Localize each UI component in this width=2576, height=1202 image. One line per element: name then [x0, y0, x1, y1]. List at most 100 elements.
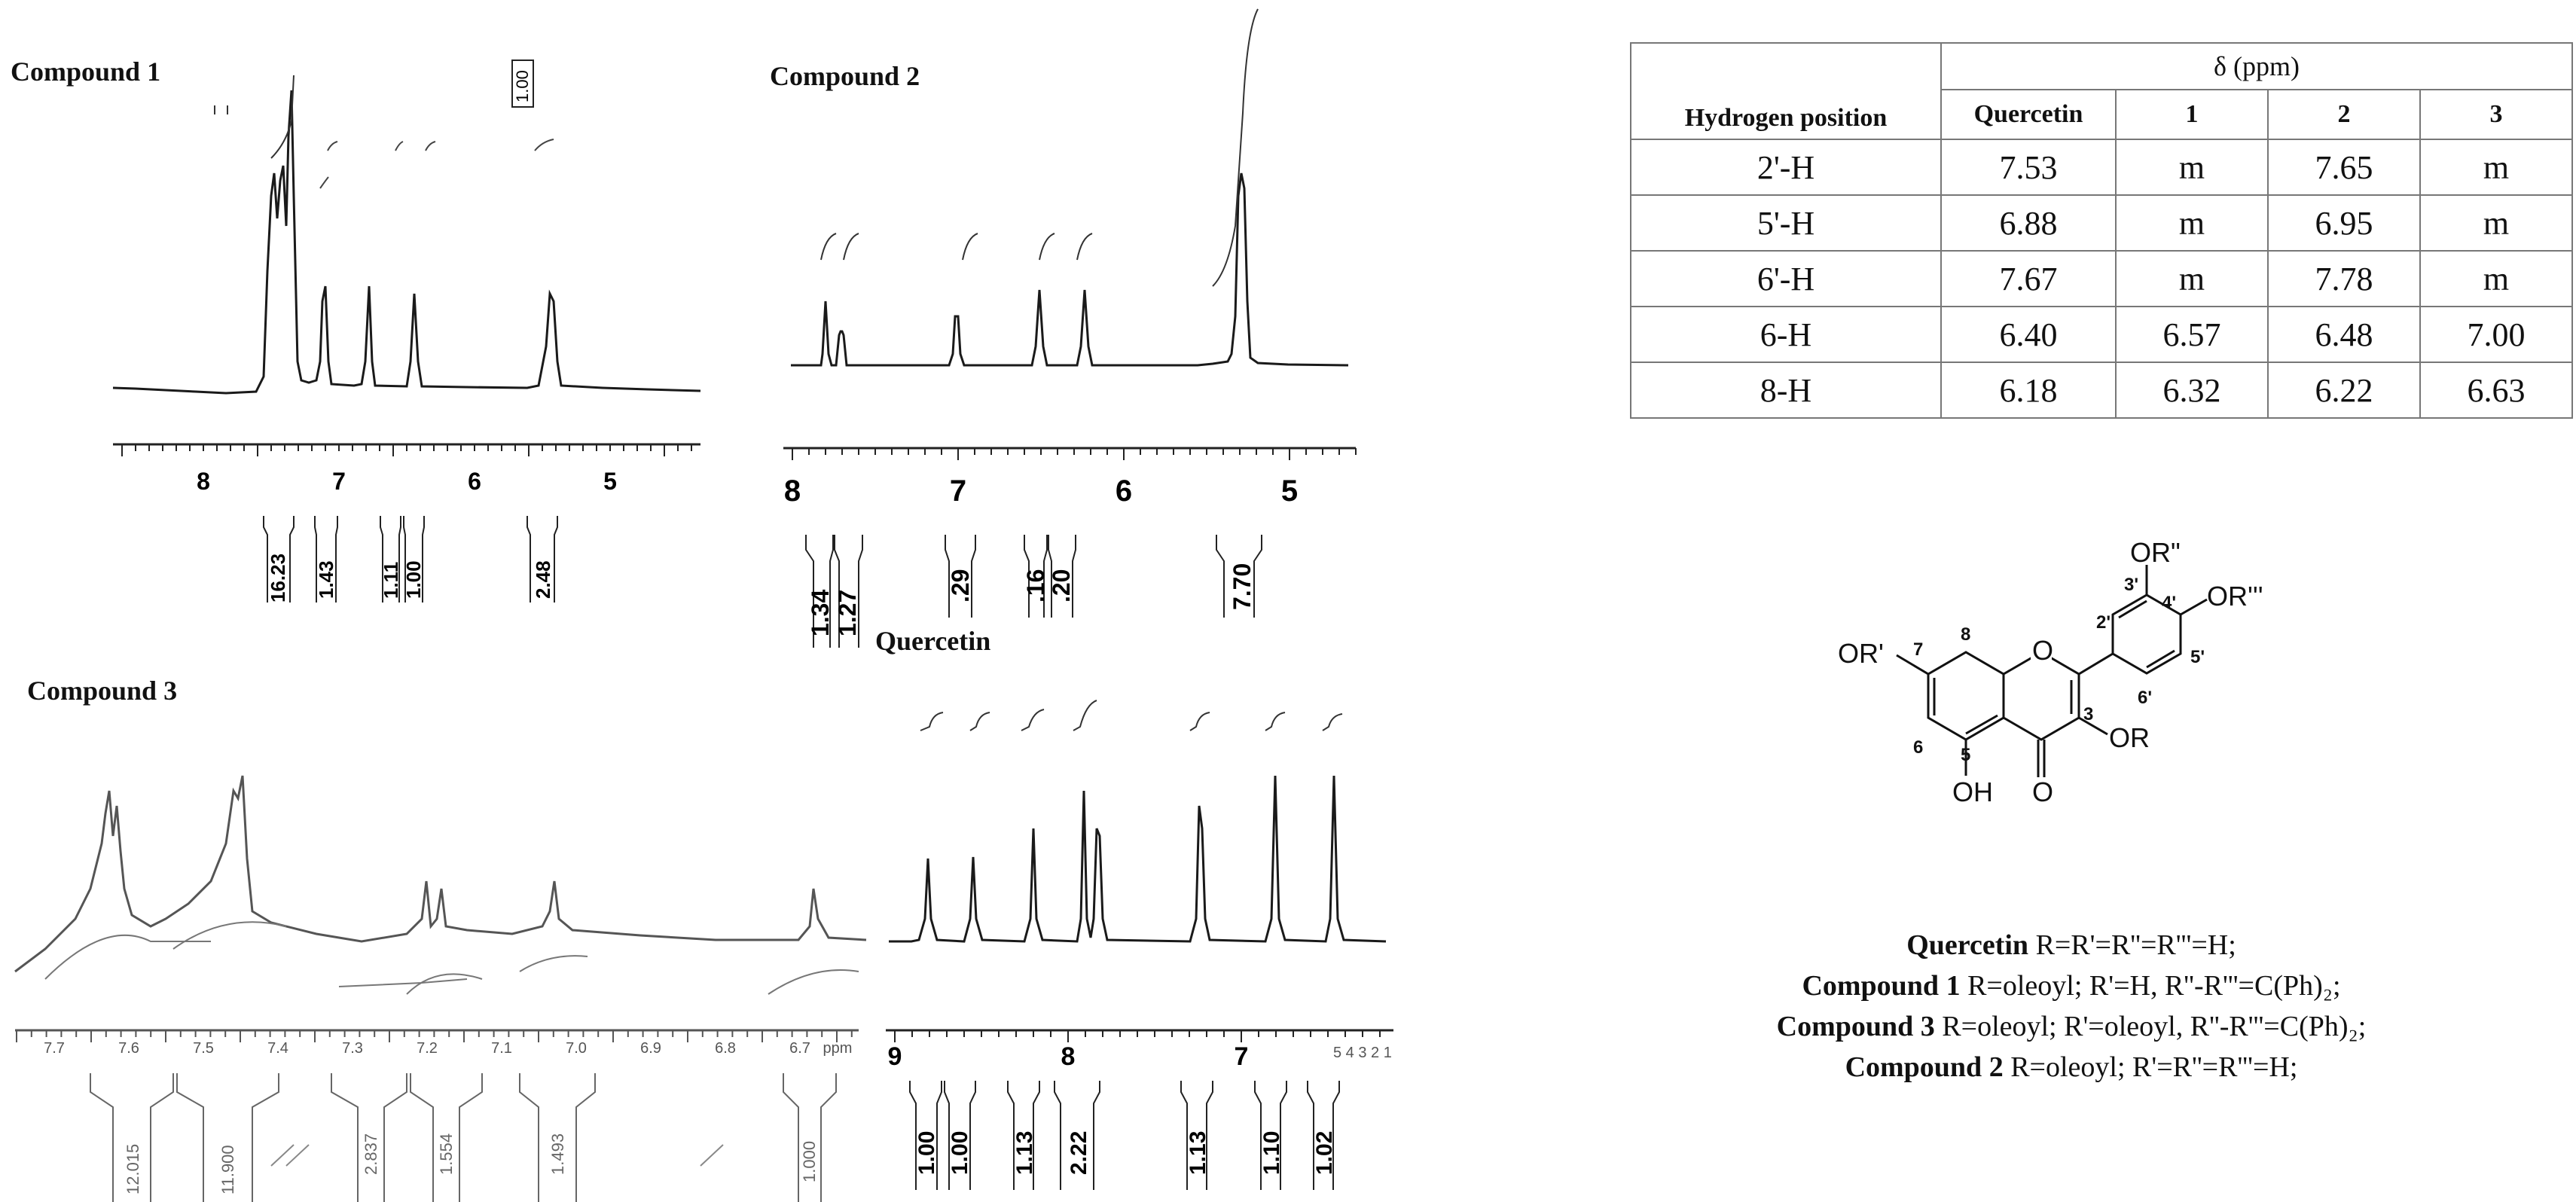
table-cell: m [2419, 250, 2573, 307]
compound1-integrals [263, 516, 558, 603]
compound2-integral-label: .29 [947, 569, 974, 603]
label-n3: 3 [2083, 704, 2093, 725]
compound2-tick-label: 6 [1116, 474, 1132, 508]
table-cell: 7.00 [2419, 306, 2573, 363]
compound2-axis-ticks [792, 448, 1357, 460]
quercetin-integral-label: 2.22 [1067, 1131, 1091, 1175]
compound1-integral-label: 1.43 [315, 560, 337, 599]
label-n2p: 2' [2096, 612, 2111, 633]
compound1-tick-label: 7 [332, 468, 346, 495]
label-or: OR [2109, 722, 2150, 753]
table-row: 6-H 6.40 6.57 6.48 7.00 [1630, 306, 2573, 363]
label-n6p: 6' [2138, 688, 2152, 708]
table-cell: 6.48 [2267, 306, 2421, 363]
compound3-panel: Compound 3 7.7 7.6 7.5 7.4 7.3 7.2 7.1 7… [0, 663, 874, 1202]
compound3-integral-label: 2.837 [362, 1133, 380, 1175]
legend-name: Compound 2 [1845, 1051, 2004, 1083]
compound3-axis-ticks [16, 1030, 853, 1042]
legend-text: R=oleoyl; R'=H, R''-R'''=C(Ph)₂; [1960, 970, 2341, 1002]
table-row: 5'-H 6.88 m 6.95 m [1630, 194, 2573, 252]
compound1-trace [112, 90, 701, 395]
label-n6: 6 [1913, 737, 1923, 758]
compound-legend: Quercetin R=R'=R''=R'''=H; Compound 1 R=… [1732, 925, 2410, 1088]
table-cell: 6.32 [2115, 362, 2269, 419]
compound3-integral-label: 11.900 [218, 1145, 237, 1194]
quercetin-integral-label: 1.00 [948, 1131, 972, 1175]
compound2-tick-label: 7 [950, 474, 966, 508]
compound3-tick-label: 6.8 [715, 1040, 736, 1057]
table-cell: 6.18 [1940, 362, 2117, 419]
compound3-tick-label: 7.3 [342, 1040, 363, 1057]
compound2-integral-label: .20 [1048, 569, 1075, 603]
flavonoid-structure: O O OH OR OR' OR" OR''' 7 8 6 5 3 2' 3' … [1838, 542, 2263, 807]
legend-line: Compound 2 R=oleoyl; R'=R''=R'''=H; [1732, 1047, 2410, 1088]
compound3-trace [14, 775, 867, 973]
quercetin-tick-label: 9 [888, 1042, 902, 1071]
compound2-integral-label: 1.27 [834, 590, 861, 636]
compound3-tick-label: 7.4 [267, 1040, 288, 1057]
table-cell: 6.40 [1940, 306, 2117, 363]
label-or-prime: OR' [1838, 638, 1884, 669]
quercetin-spectrum: 9 8 7 5 4 3 2 1 1.00 1.00 1.13 2.22 1.13… [886, 700, 1393, 1190]
table-cell: 6.57 [2115, 306, 2269, 363]
label-o-ring: O [2032, 635, 2053, 666]
label-n5p: 5' [2190, 647, 2205, 667]
label-or-dprime: OR" [2130, 542, 2181, 568]
compound1-tick-label: 5 [603, 468, 617, 495]
table-cell: m [2115, 250, 2269, 307]
quercetin-integral-label: 1.13 [1186, 1131, 1210, 1175]
table-cell: 6'-H [1630, 250, 1942, 307]
quercetin-integral-label: 1.02 [1312, 1131, 1337, 1175]
table-header-2: 2 [2267, 89, 2421, 140]
label-n7: 7 [1913, 639, 1923, 660]
legend-line: Compound 1 R=oleoyl; R'=H, R''-R'''=C(Ph… [1732, 966, 2410, 1006]
compound1-top-integral: 1.00 [511, 59, 534, 108]
quercetin-tick-label: 8 [1061, 1042, 1076, 1071]
table-row: 8-H 6.18 6.32 6.22 6.63 [1630, 362, 2573, 419]
table-cell: 7.67 [1940, 250, 2117, 307]
compound3-tick-label: 7.7 [44, 1040, 65, 1057]
compound3-tick-label: 7.1 [491, 1040, 512, 1057]
legend-text: R=oleoyl; R'=oleoyl, R''-R'''=C(Ph)₂; [1934, 1011, 2367, 1042]
compound3-axis-unit: ppm [823, 1040, 853, 1057]
compound3-integral-label: 1.000 [800, 1141, 819, 1182]
compound1-integral-label: 1.11 [380, 562, 402, 599]
compound2-title: Compound 2 [770, 61, 920, 91]
compound1-panel: Compound 1 1.00 8 7 6 5 16.23 1.43 1.11 … [0, 45, 723, 618]
quercetin-integrals [909, 1081, 1340, 1190]
table-cell: 6.88 [1940, 194, 2117, 252]
compound2-spectrum: 8 7 6 5 1.34 1.27 .29 .16 .20 7.70 [783, 8, 1357, 648]
compound3-tick-label: 7.6 [118, 1040, 139, 1057]
table-cell: 6-H [1630, 306, 1942, 363]
table-row: 6'-H 7.67 m 7.78 m [1630, 250, 2573, 307]
label-or-tprime: OR''' [2207, 581, 2263, 612]
compound3-tick-label: 6.7 [789, 1040, 810, 1057]
quercetin-axis-ticks [894, 1030, 1381, 1042]
label-n5: 5 [1961, 745, 1970, 765]
legend-name: Compound 3 [1776, 1011, 1935, 1042]
compound3-tick-labels: 7.7 7.6 7.5 7.4 7.3 7.2 7.1 7.0 6.9 6.8 … [44, 1040, 852, 1057]
compound2-integral-label: .16 [1022, 569, 1049, 603]
compound2-tick-label: 5 [1281, 474, 1298, 508]
compound1-axis-ticks [121, 444, 692, 456]
quercetin-integral-label: 1.00 [914, 1131, 939, 1175]
compound3-tick-label: 7.5 [193, 1040, 214, 1057]
legend-line: Compound 3 R=oleoyl; R'=oleoyl, R''-R'''… [1732, 1006, 2410, 1047]
table-cell: 6.63 [2419, 362, 2573, 419]
table-cell: 7.78 [2267, 250, 2421, 307]
legend-name: Compound 1 [1802, 970, 1961, 1002]
quercetin-panel: Quercetin 9 8 7 5 4 3 2 1 1.00 1.00 1.13… [874, 618, 1476, 1202]
compound1-title: Compound 1 [11, 56, 161, 87]
compound1-tick-label: 6 [468, 468, 481, 495]
compound2-tick-label: 8 [784, 474, 801, 508]
legend-name: Quercetin [1906, 929, 2029, 961]
compound1-tick-label: 8 [197, 468, 210, 495]
table-cell: 7.53 [1940, 139, 2117, 196]
quercetin-title: Quercetin [875, 626, 991, 656]
compound2-integral-label: 1.34 [807, 590, 834, 636]
table-cell: 5'-H [1630, 194, 1942, 252]
table-cell: 7.65 [2267, 139, 2421, 196]
legend-text: R=oleoyl; R'=R''=R'''=H; [2003, 1051, 2298, 1083]
table-cell: 2'-H [1630, 139, 1942, 196]
compound2-trace [791, 172, 1349, 367]
